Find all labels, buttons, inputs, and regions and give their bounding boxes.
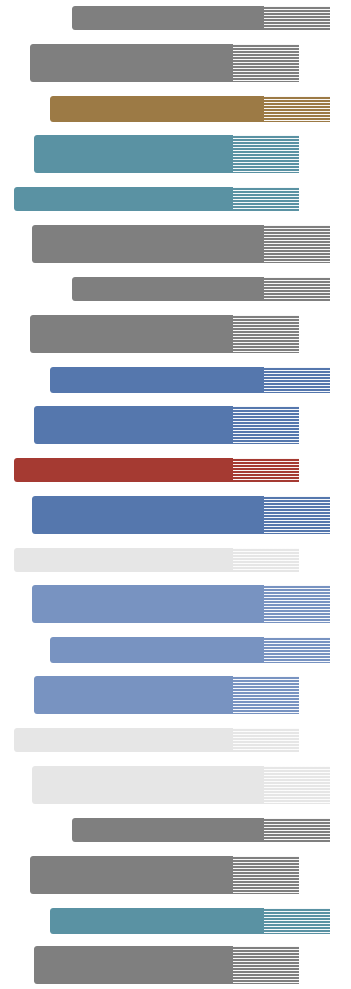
spine-stripes bbox=[233, 406, 299, 444]
spine-stripes bbox=[264, 225, 330, 263]
spine-stripes bbox=[264, 496, 330, 534]
spine-stripes bbox=[264, 766, 330, 804]
book-spine bbox=[50, 367, 330, 393]
spine-stripes bbox=[264, 908, 330, 934]
spine-stripes bbox=[233, 135, 299, 173]
spine-stripes bbox=[264, 6, 330, 30]
spine-stripes bbox=[233, 856, 299, 894]
book-spine bbox=[34, 946, 299, 984]
spine-stripes bbox=[233, 315, 299, 353]
spine-stripes bbox=[264, 277, 330, 301]
book-spine bbox=[14, 728, 299, 752]
spine-stripes bbox=[233, 458, 299, 482]
book-spine bbox=[32, 766, 330, 804]
book-spine bbox=[50, 637, 330, 663]
spine-stripes bbox=[233, 728, 299, 752]
book-spine bbox=[72, 6, 330, 30]
book-spine bbox=[32, 496, 330, 534]
book-spine bbox=[14, 458, 299, 482]
spine-stripes bbox=[233, 187, 299, 211]
book-spine bbox=[72, 277, 330, 301]
book-spine bbox=[72, 818, 330, 842]
book-spine bbox=[32, 585, 330, 623]
spine-stripes bbox=[264, 96, 330, 122]
spine-stripes bbox=[233, 676, 299, 714]
spine-stripes bbox=[233, 44, 299, 82]
book-spine bbox=[50, 96, 330, 122]
book-spine bbox=[34, 676, 299, 714]
book-spine bbox=[14, 548, 299, 572]
book-spine bbox=[32, 225, 330, 263]
spine-stripes bbox=[233, 548, 299, 572]
spine-stripes bbox=[264, 585, 330, 623]
book-spine bbox=[14, 187, 299, 211]
spine-stripes bbox=[264, 367, 330, 393]
book-spine bbox=[34, 135, 299, 173]
book-spine bbox=[50, 908, 330, 934]
spine-stripes bbox=[264, 637, 330, 663]
book-spine bbox=[30, 315, 299, 353]
book-spine bbox=[34, 406, 299, 444]
book-spine bbox=[30, 44, 299, 82]
book-spine bbox=[30, 856, 299, 894]
spine-stripes bbox=[264, 818, 330, 842]
spine-stripes bbox=[233, 946, 299, 984]
